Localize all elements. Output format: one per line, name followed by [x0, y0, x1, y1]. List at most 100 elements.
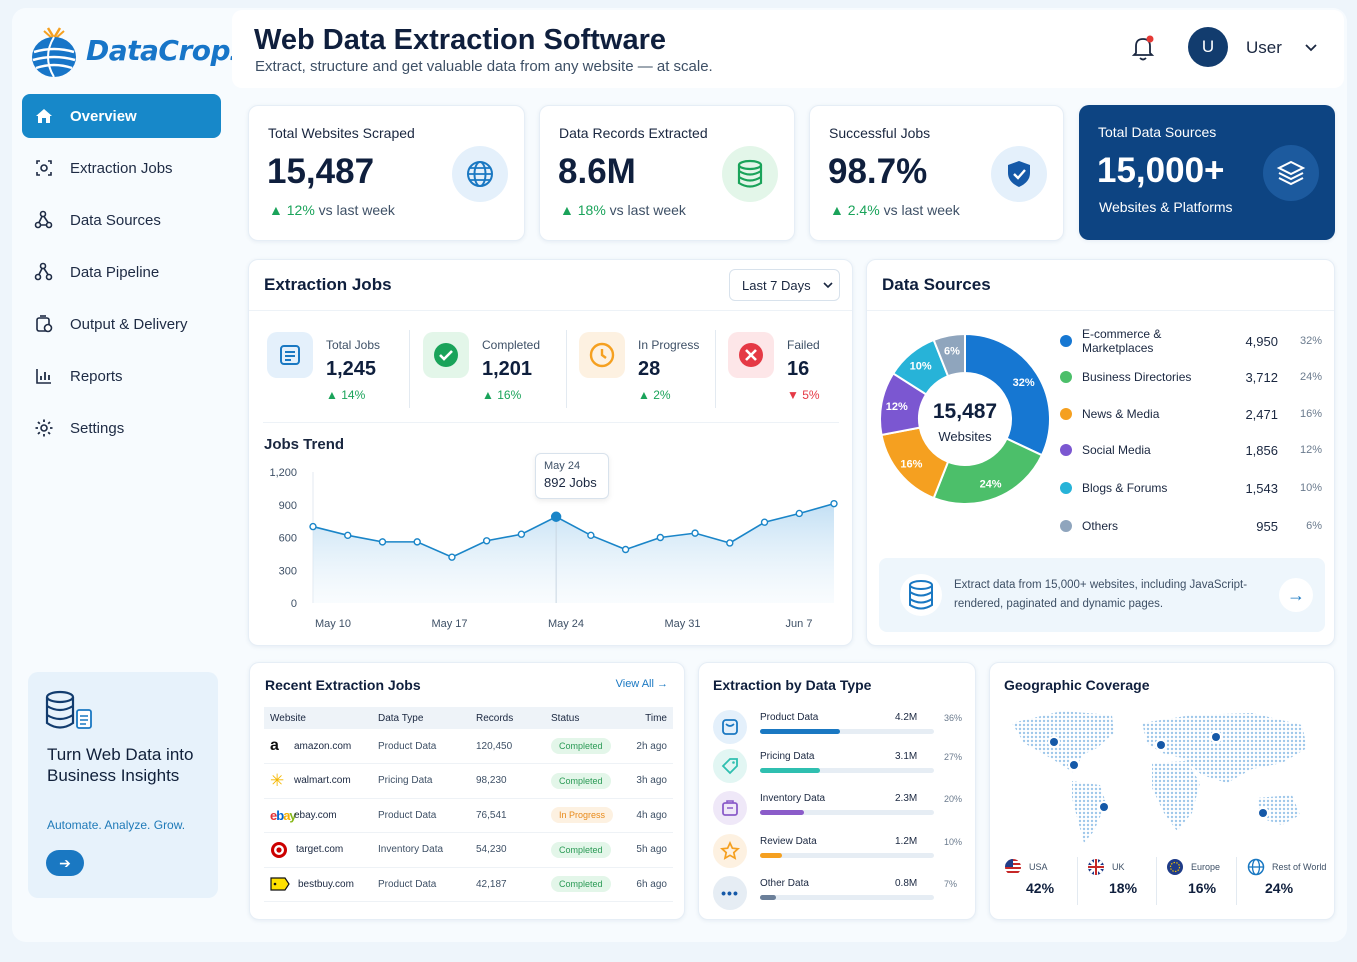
- sidebar-item-label: Data Pipeline: [70, 263, 160, 281]
- stat-label: Total Websites Scraped: [268, 125, 415, 141]
- data-type-pct: 7%: [944, 879, 958, 889]
- section-title: Data Sources: [882, 275, 991, 294]
- kpi-failed: Failed 16 ▼ 5%: [728, 330, 878, 410]
- kpi-value: 1,245: [326, 358, 377, 380]
- sidebar-item-extraction-jobs[interactable]: Extraction Jobs: [22, 146, 221, 190]
- y-tick-label: 300: [279, 565, 297, 577]
- brand-logo[interactable]: DataCrops: [26, 22, 247, 78]
- x-tick-label: May 10: [315, 618, 351, 630]
- inventory-icon: [713, 791, 747, 825]
- progress-fill: [760, 729, 840, 734]
- stat-card-success: Successful Jobs 98.7% ▲ 2.4% vs last wee…: [809, 105, 1064, 241]
- x-tick-label: May 17: [431, 618, 467, 630]
- promo-title: Turn Web Data into Business Insights: [47, 745, 194, 785]
- donut-slice[interactable]: [932, 437, 1044, 505]
- sidebar-item-settings[interactable]: Settings: [22, 406, 221, 450]
- data-type-row: Pricing Data 3.1M 27%: [713, 749, 963, 789]
- donut-center-value: 15,487: [932, 400, 998, 423]
- geo-pct: 24%: [1265, 880, 1294, 896]
- data-type-value: 3.1M: [895, 751, 918, 762]
- trend-point: [587, 531, 595, 540]
- legend-item: Social Media 1,856 12%: [1060, 440, 1322, 460]
- range-label: Last 7 Days: [742, 277, 811, 293]
- trend-area: [313, 503, 834, 603]
- section-title: Recent Extraction Jobs: [265, 677, 421, 693]
- box-icon: [713, 710, 747, 744]
- progress-track: [760, 895, 934, 900]
- sidebar-item-label: Settings: [70, 419, 125, 437]
- legend-dot: [1060, 520, 1072, 532]
- geo-item-europe: Europe 16%: [1164, 858, 1244, 898]
- legend-dot: [1060, 335, 1072, 347]
- trend-point: [691, 529, 699, 537]
- kpi-change: ▲ 2%: [638, 388, 671, 402]
- bell-icon[interactable]: [1130, 34, 1156, 62]
- column-header: Data Type: [372, 707, 470, 729]
- promo-cta-button[interactable]: ➔: [46, 850, 84, 876]
- column-header: Status: [545, 707, 625, 729]
- geo-item-uk: UK 18%: [1085, 858, 1165, 898]
- page-subtitle: Extract, structure and get valuable data…: [255, 58, 713, 75]
- table-row[interactable]: ✳ walmart.com Pricing Data 98,230 Complete…: [264, 763, 673, 799]
- logo-globe-icon: [32, 27, 76, 78]
- progress-track: [760, 810, 934, 815]
- target-logo-icon: [271, 841, 287, 858]
- slice-label: 32%: [1013, 377, 1035, 389]
- progress-fill: [760, 853, 783, 858]
- trend-point: [550, 511, 562, 522]
- table-row[interactable]: ebay ebay.com Product Data 76,541 In Progr…: [264, 798, 673, 833]
- sidebar-item-data-sources[interactable]: Data Sources: [22, 198, 221, 242]
- geo-name: Europe: [1191, 862, 1221, 872]
- range-dropdown[interactable]: Last 7 Days: [729, 269, 840, 301]
- view-all-link[interactable]: View All →: [615, 678, 668, 690]
- legend-dot: [1060, 408, 1072, 420]
- data-type-name: Other Data: [760, 878, 809, 889]
- user-name[interactable]: User: [1246, 38, 1282, 57]
- chevron-down-icon[interactable]: [1304, 40, 1318, 54]
- walmart-logo-icon: ✳: [270, 770, 285, 790]
- legend-item: E-commerce & Marketplaces 4,950 32%: [1060, 327, 1322, 355]
- us-flag-icon: [1005, 859, 1021, 875]
- world-map: [1012, 711, 1307, 843]
- data-type-value: 0.8M: [895, 878, 918, 889]
- tooltip-value: 892 Jobs: [544, 475, 597, 490]
- kpi-change: ▲ 14%: [326, 388, 366, 402]
- kpi-label: In Progress: [638, 338, 700, 352]
- legend-item: Business Directories 3,712 24%: [1060, 367, 1322, 387]
- legend-item: Others 955 6%: [1060, 516, 1322, 536]
- table-row[interactable]: a amazon.com Product Data 120,450 Complete…: [264, 729, 673, 764]
- trend-point: [482, 537, 491, 545]
- sidebar-item-reports[interactable]: Reports: [22, 354, 221, 398]
- trend-point: [621, 545, 630, 554]
- legend-item: News & Media 2,471 16%: [1060, 404, 1322, 424]
- geo-name: Rest of World: [1272, 862, 1327, 872]
- data-sources-donut: 32% 24% 16% 12% 10% 6%: [879, 332, 1051, 505]
- sidebar-item-output-delivery[interactable]: Output & Delivery: [22, 302, 221, 346]
- donut-slice[interactable]: [932, 332, 966, 378]
- table-row[interactable]: bestbuy.com Product Data 42,187 Completed…: [264, 867, 673, 902]
- sidebar-item-overview[interactable]: Overview: [22, 94, 221, 138]
- table-row[interactable]: target.com Inventory Data 54,230 Complete…: [264, 832, 673, 868]
- chart-icon: [36, 369, 51, 384]
- donut-slice[interactable]: [964, 332, 1051, 457]
- info-banner-arrow-button[interactable]: →: [1279, 578, 1313, 612]
- stat-label: Total Data Sources: [1098, 124, 1217, 140]
- sidebar-item-data-pipeline[interactable]: Data Pipeline: [22, 250, 221, 294]
- column-header: Records: [470, 707, 545, 729]
- divider: [715, 330, 716, 408]
- geo-pct: 42%: [1026, 880, 1055, 896]
- section-title: Extraction Jobs: [264, 275, 392, 294]
- map-marker: [1155, 739, 1167, 751]
- geo-item-rest-of-world: Rest of World 24%: [1245, 858, 1333, 898]
- geo-item-usa: USA 42%: [1002, 858, 1082, 898]
- legend-item: Blogs & Forums 1,543 10%: [1060, 478, 1322, 498]
- stat-value: 8.6M: [558, 152, 636, 191]
- map-marker: [1048, 736, 1060, 748]
- data-type-panel: Extraction by Data Type Product Data 4.2…: [698, 662, 976, 920]
- avatar[interactable]: U: [1188, 27, 1228, 67]
- kpi-in-progress: In Progress 28 ▲ 2%: [579, 330, 729, 410]
- bestbuy-logo-icon: [270, 877, 290, 891]
- progress-fill: [760, 810, 805, 815]
- kpi-change: ▲ 16%: [482, 388, 522, 402]
